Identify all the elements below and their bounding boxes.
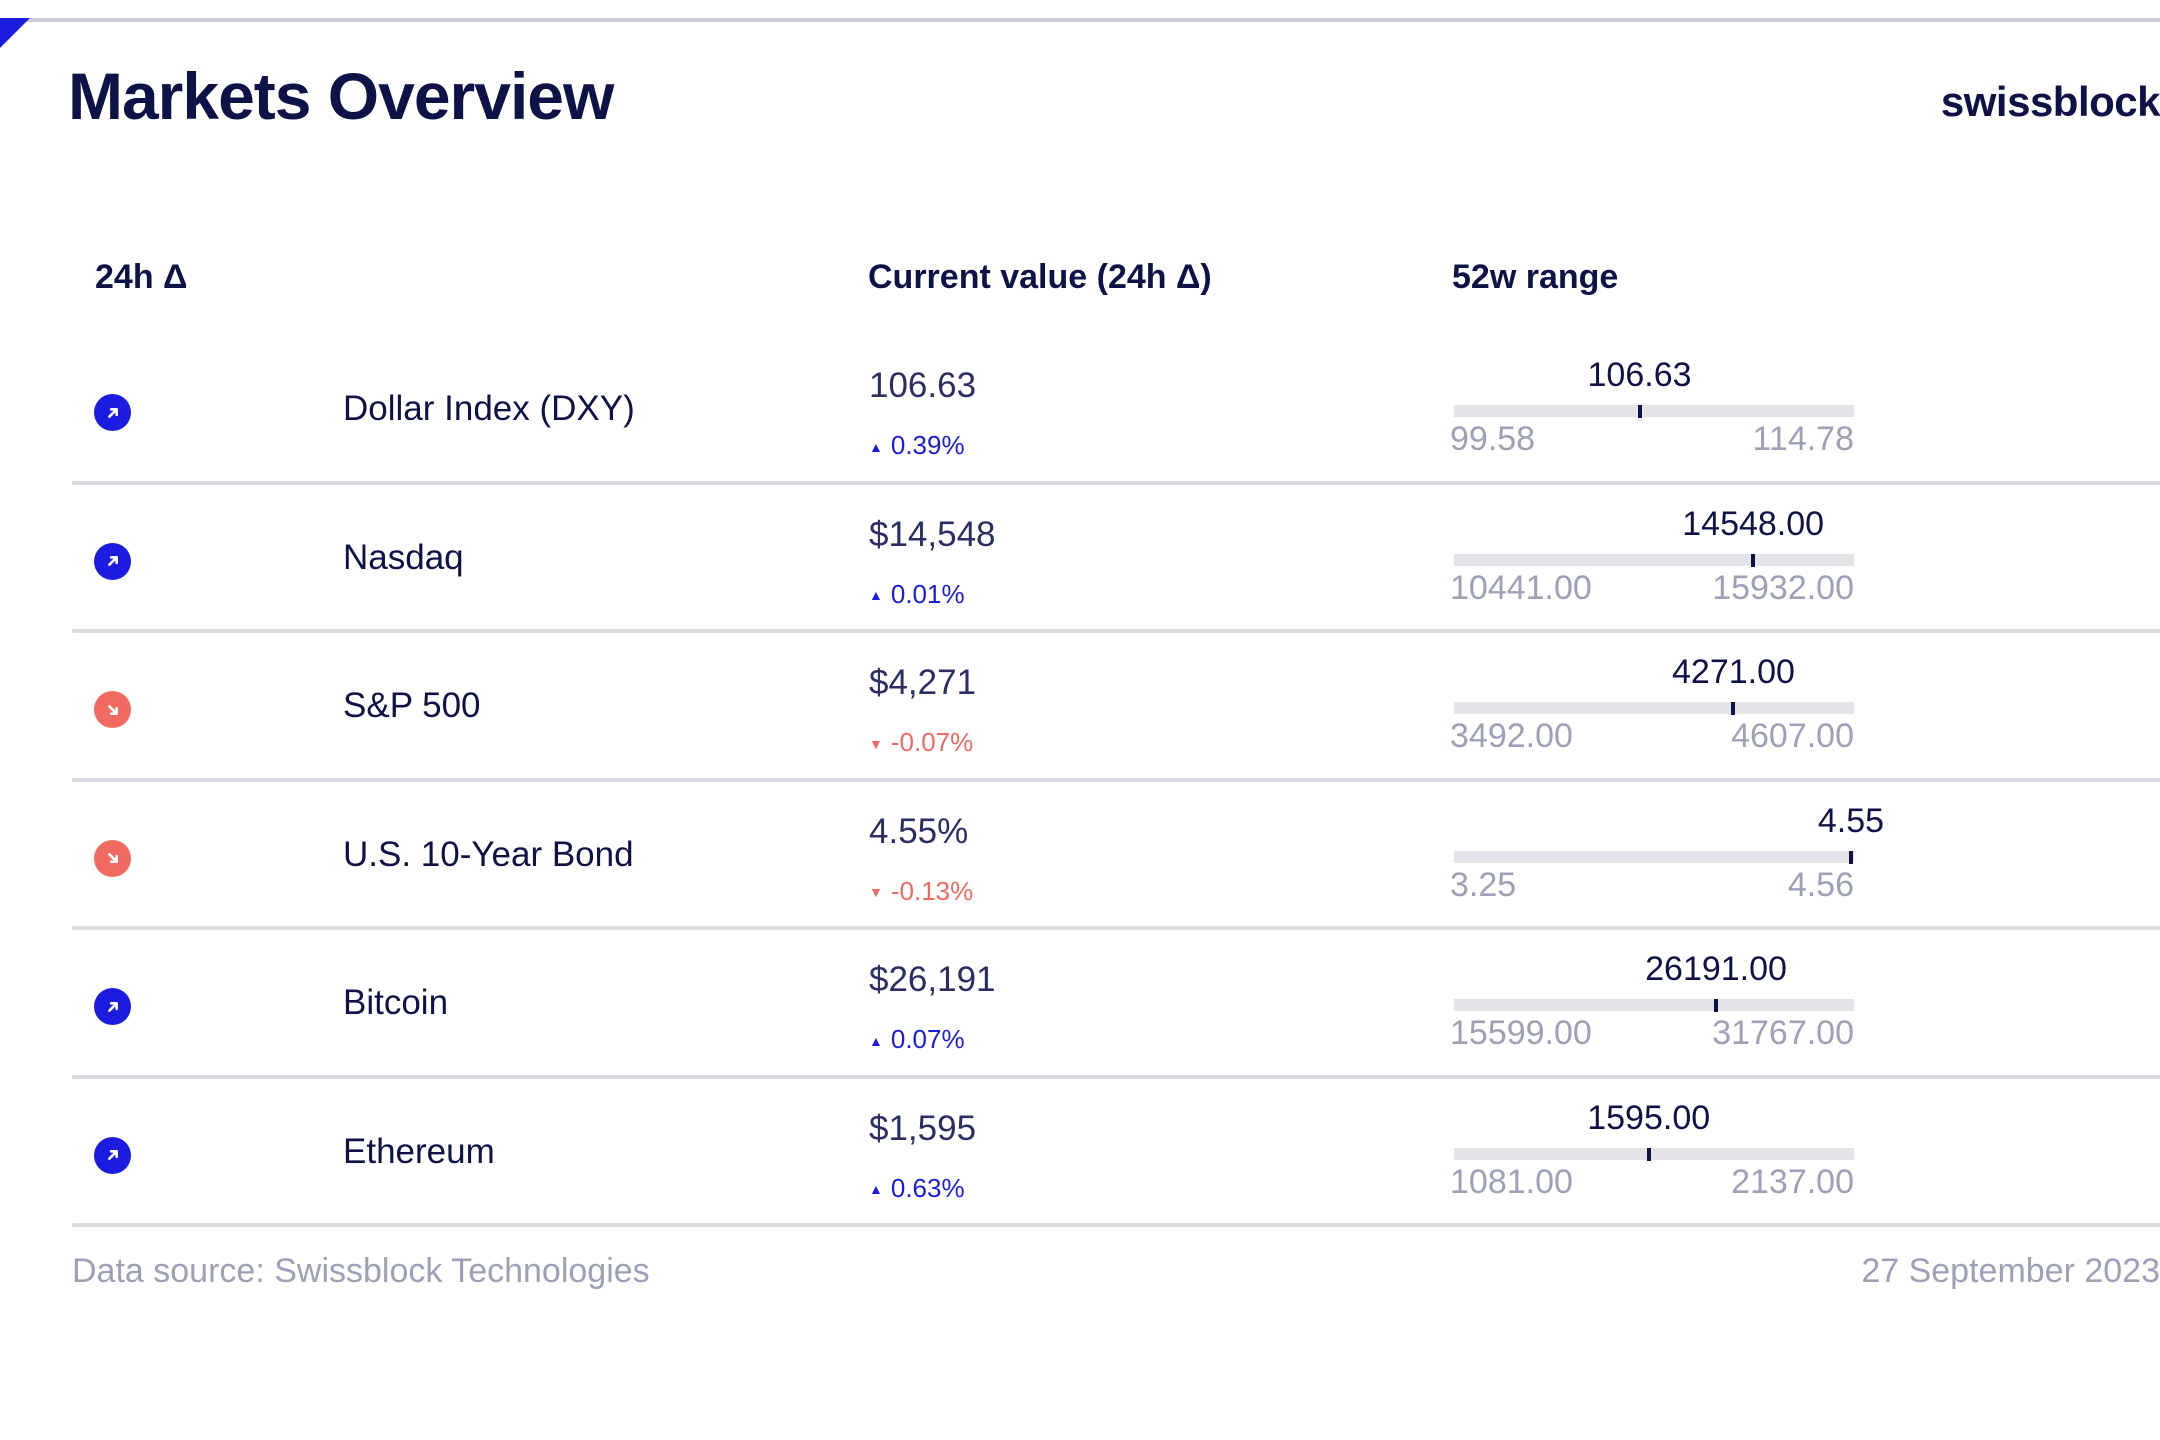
market-row-5: Ethereum $1,595 ▲ 0.63% 1595.00 1081.00 … bbox=[72, 1079, 2160, 1227]
markets-table: Dollar Index (DXY) 106.63 ▲ 0.39% 106.63… bbox=[72, 336, 2160, 1227]
range-high-label: 31767.00 bbox=[1712, 1014, 1854, 1052]
range-current-label: 14548.00 bbox=[1682, 504, 1825, 543]
column-header-24h-delta: 24h Δ bbox=[95, 258, 188, 296]
arrow-down-right-icon bbox=[94, 691, 131, 728]
corner-accent-triangle bbox=[0, 18, 30, 48]
range-current-label: 106.63 bbox=[1587, 356, 1692, 394]
change-24h: ▲ 0.01% bbox=[869, 579, 965, 610]
asset-name: Bitcoin bbox=[343, 983, 449, 1022]
range-marker bbox=[1714, 999, 1719, 1012]
asset-name: S&P 500 bbox=[343, 686, 481, 725]
arrow-up-right-icon bbox=[94, 988, 131, 1025]
change-arrow-icon: ▼ bbox=[869, 735, 883, 752]
range-low-label: 15599.00 bbox=[1450, 1014, 1592, 1052]
range-current-label: 1595.00 bbox=[1587, 1098, 1711, 1137]
range-low-label: 1081.00 bbox=[1450, 1162, 1573, 1201]
change-24h: ▼ -0.07% bbox=[869, 727, 973, 758]
page-title: Markets Overview bbox=[68, 59, 614, 133]
change-arrow-icon: ▲ bbox=[869, 587, 883, 603]
range-52w: 14548.00 10441.00 15932.00 bbox=[1450, 485, 1854, 633]
change-arrow-icon: ▲ bbox=[869, 1181, 883, 1197]
range-52w: 106.63 99.58 114.78 bbox=[1450, 336, 1854, 484]
arrow-down-right-icon bbox=[94, 839, 131, 877]
range-52w: 4271.00 3492.00 4607.00 bbox=[1450, 633, 1854, 781]
range-track bbox=[1454, 702, 1854, 714]
arrow-up-right-icon bbox=[94, 542, 131, 580]
range-marker bbox=[1637, 405, 1642, 418]
change-text: 0.39% bbox=[890, 430, 965, 460]
brand-logo: swissblock bbox=[1940, 78, 2160, 125]
change-text: 0.63% bbox=[890, 1172, 965, 1203]
range-low-label: 3.25 bbox=[1450, 865, 1517, 904]
current-value: $26,191 bbox=[869, 960, 996, 999]
change-text: 0.01% bbox=[890, 578, 965, 609]
range-current-label: 4271.00 bbox=[1672, 653, 1795, 691]
range-marker bbox=[1731, 702, 1736, 715]
range-high-label: 114.78 bbox=[1752, 420, 1854, 458]
range-52w: 4.55 3.25 4.56 bbox=[1450, 782, 1884, 930]
range-track bbox=[1454, 553, 1854, 566]
range-marker bbox=[1646, 1147, 1651, 1161]
market-row-2: S&P 500 $4,271 ▼ -0.07% 4271.00 3492.00 … bbox=[72, 633, 2160, 782]
report-date: 27 September 2023 bbox=[1861, 1252, 2160, 1290]
range-52w: 26191.00 15599.00 31767.00 bbox=[1450, 930, 1854, 1078]
change-text: 0.07% bbox=[890, 1024, 965, 1054]
range-low-label: 99.58 bbox=[1450, 420, 1536, 458]
current-value: $14,548 bbox=[869, 514, 996, 554]
range-high-label: 15932.00 bbox=[1712, 568, 1854, 607]
asset-name: Dollar Index (DXY) bbox=[343, 389, 635, 428]
current-value: 4.55% bbox=[869, 811, 969, 851]
asset-name: Nasdaq bbox=[343, 537, 464, 577]
data-source-note: Data source: Swissblock Technologies bbox=[72, 1252, 650, 1290]
arrow-up-right-icon bbox=[94, 1136, 131, 1174]
current-value: $4,271 bbox=[869, 663, 977, 702]
asset-name: U.S. 10-Year Bond bbox=[343, 834, 634, 874]
change-24h: ▲ 0.63% bbox=[869, 1173, 965, 1204]
current-value: 106.63 bbox=[869, 366, 977, 405]
column-header-52w-range: 52w range bbox=[1452, 258, 1619, 296]
range-low-label: 3492.00 bbox=[1450, 717, 1573, 755]
range-track bbox=[1454, 850, 1854, 863]
market-row-1: Nasdaq $14,548 ▲ 0.01% 14548.00 10441.00… bbox=[72, 485, 2160, 633]
change-text: -0.07% bbox=[890, 727, 974, 757]
change-arrow-icon: ▲ bbox=[869, 438, 883, 455]
change-arrow-icon: ▼ bbox=[869, 884, 883, 900]
change-24h: ▲ 0.39% bbox=[869, 430, 965, 461]
range-current-label: 4.55 bbox=[1817, 801, 1885, 840]
range-high-label: 4607.00 bbox=[1731, 717, 1854, 755]
column-header-current-value: Current value (24h Δ) bbox=[868, 258, 1212, 296]
asset-name: Ethereum bbox=[343, 1131, 495, 1171]
change-24h: ▼ -0.13% bbox=[869, 876, 973, 907]
change-arrow-icon: ▲ bbox=[869, 1032, 883, 1049]
top-divider bbox=[0, 18, 2160, 22]
range-low-label: 10441.00 bbox=[1450, 568, 1592, 607]
range-high-label: 2137.00 bbox=[1731, 1162, 1854, 1201]
change-text: -0.13% bbox=[890, 875, 974, 906]
range-52w: 1595.00 1081.00 2137.00 bbox=[1450, 1079, 1854, 1227]
market-row-3: U.S. 10-Year Bond 4.55% ▼ -0.13% 4.55 3.… bbox=[72, 782, 2160, 930]
range-track bbox=[1454, 1147, 1854, 1160]
market-row-0: Dollar Index (DXY) 106.63 ▲ 0.39% 106.63… bbox=[72, 336, 2160, 485]
range-track bbox=[1454, 999, 1854, 1011]
current-value: $1,595 bbox=[869, 1108, 977, 1148]
range-marker bbox=[1848, 850, 1853, 864]
change-24h: ▲ 0.07% bbox=[869, 1024, 965, 1055]
arrow-up-right-icon bbox=[94, 394, 131, 431]
market-row-4: Bitcoin $26,191 ▲ 0.07% 26191.00 15599.0… bbox=[72, 930, 2160, 1079]
range-marker bbox=[1751, 553, 1756, 567]
range-track bbox=[1454, 405, 1854, 417]
range-current-label: 26191.00 bbox=[1645, 950, 1787, 988]
range-high-label: 4.56 bbox=[1787, 865, 1854, 904]
